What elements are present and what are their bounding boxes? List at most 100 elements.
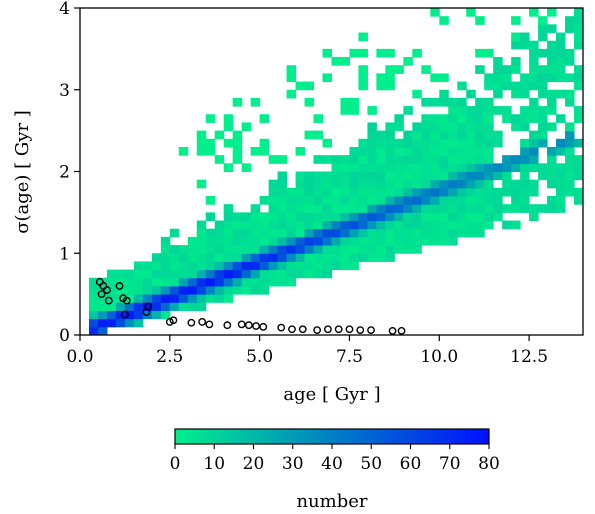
heatmap-cell xyxy=(259,228,270,238)
heatmap-cell xyxy=(295,269,306,279)
heatmap-cell xyxy=(358,138,368,148)
heatmap-cell xyxy=(322,187,332,197)
x-tick-label: 12.5 xyxy=(510,347,548,367)
heatmap-cell xyxy=(241,163,252,172)
heatmap-cell xyxy=(385,228,395,238)
heatmap-cell xyxy=(403,220,413,230)
heatmap-cell xyxy=(484,48,494,58)
heatmap-cell xyxy=(412,171,422,181)
heatmap-cell xyxy=(322,171,332,181)
heatmap-cell xyxy=(448,163,458,172)
heatmap-cell xyxy=(304,261,315,271)
heatmap-cell xyxy=(142,261,153,271)
heatmap-cell xyxy=(295,212,306,222)
heatmap-cell xyxy=(196,261,207,271)
heatmap-cell xyxy=(376,146,386,156)
heatmap-cell xyxy=(484,155,494,164)
heatmap-cell xyxy=(97,310,108,320)
heatmap-cell xyxy=(376,236,386,246)
heatmap-cell xyxy=(475,220,485,230)
heatmap-cell xyxy=(187,302,198,311)
heatmap-cell xyxy=(313,261,324,271)
heatmap-cell xyxy=(529,114,539,123)
heatmap-cell xyxy=(421,212,431,222)
heatmap-cell xyxy=(430,114,440,123)
heatmap-cell xyxy=(187,277,198,287)
heatmap-cell xyxy=(574,81,584,91)
heatmap-cell xyxy=(493,65,503,74)
heatmap-cell xyxy=(511,155,521,164)
heatmap-cell xyxy=(439,73,449,83)
heatmap-cell xyxy=(439,212,449,222)
heatmap-cell xyxy=(529,212,539,222)
heatmap-cell xyxy=(385,65,395,74)
heatmap-cell xyxy=(385,220,395,230)
heatmap-cell xyxy=(178,253,189,262)
heatmap-cell xyxy=(457,204,467,213)
heatmap-cell xyxy=(277,236,288,246)
heatmap-cell xyxy=(556,146,566,156)
heatmap-cell xyxy=(439,130,449,140)
heatmap-cell xyxy=(448,106,458,115)
heatmap-cell xyxy=(232,228,243,238)
heatmap-cell xyxy=(421,196,431,205)
heatmap-cell xyxy=(439,16,449,25)
heatmap-cell xyxy=(205,236,216,246)
heatmap-cell xyxy=(286,187,297,197)
heatmap-cell xyxy=(367,130,377,140)
heatmap-cell xyxy=(187,285,198,295)
heatmap-cell xyxy=(250,236,261,246)
heatmap-cell xyxy=(151,285,162,295)
heatmap-cell xyxy=(385,253,395,262)
heatmap-cell xyxy=(376,228,386,238)
heatmap-cell xyxy=(358,187,368,197)
heatmap-cell xyxy=(493,89,503,99)
heatmap-cell xyxy=(277,155,288,164)
heatmap-cell xyxy=(430,196,440,205)
heatmap-cell xyxy=(97,302,108,311)
outlier-point xyxy=(198,318,207,326)
heatmap-cell xyxy=(250,245,261,254)
colorbar-label: number xyxy=(296,491,367,512)
heatmap-cell xyxy=(232,97,243,107)
heatmap-cell xyxy=(430,155,440,164)
heatmap-cell xyxy=(511,65,521,74)
heatmap-cell xyxy=(286,261,297,271)
heatmap-cell xyxy=(412,187,422,197)
heatmap-cell xyxy=(403,130,413,140)
heatmap-cell xyxy=(430,212,440,222)
heatmap-cell xyxy=(538,73,548,83)
heatmap-cell xyxy=(565,171,575,181)
heatmap-cell xyxy=(412,122,422,132)
heatmap-cell xyxy=(556,89,566,99)
heatmap-cell xyxy=(313,114,324,123)
heatmap-cell xyxy=(205,228,216,238)
heatmap-cell xyxy=(394,220,404,230)
heatmap-cell xyxy=(241,269,252,279)
heatmap-cell xyxy=(484,138,494,148)
heatmap-cell xyxy=(538,114,548,123)
heatmap-cell xyxy=(223,114,234,123)
heatmap-cell xyxy=(232,261,243,271)
colorbar-tick-label: 40 xyxy=(321,454,343,474)
heatmap-cell xyxy=(385,163,395,172)
heatmap-cell xyxy=(475,114,485,123)
heatmap-cell xyxy=(187,245,198,254)
outlier-point xyxy=(356,326,365,334)
heatmap-cell xyxy=(457,179,467,189)
heatmap-cell xyxy=(232,146,243,156)
heatmap-cell xyxy=(277,196,288,205)
heatmap-cell xyxy=(313,220,324,230)
heatmap-cell xyxy=(502,114,512,123)
x-tick-label: 5.0 xyxy=(246,347,273,367)
heatmap-cell xyxy=(295,261,306,271)
heatmap-cell xyxy=(367,122,377,132)
heatmap-cell xyxy=(349,228,359,238)
heatmap-cell xyxy=(115,294,126,303)
heatmap-cell xyxy=(412,163,422,172)
heatmap-cell xyxy=(502,155,512,164)
heatmap-cell xyxy=(421,228,431,238)
heatmap-cell xyxy=(358,220,368,230)
heatmap-cell xyxy=(511,89,521,99)
heatmap-cell xyxy=(529,106,539,115)
